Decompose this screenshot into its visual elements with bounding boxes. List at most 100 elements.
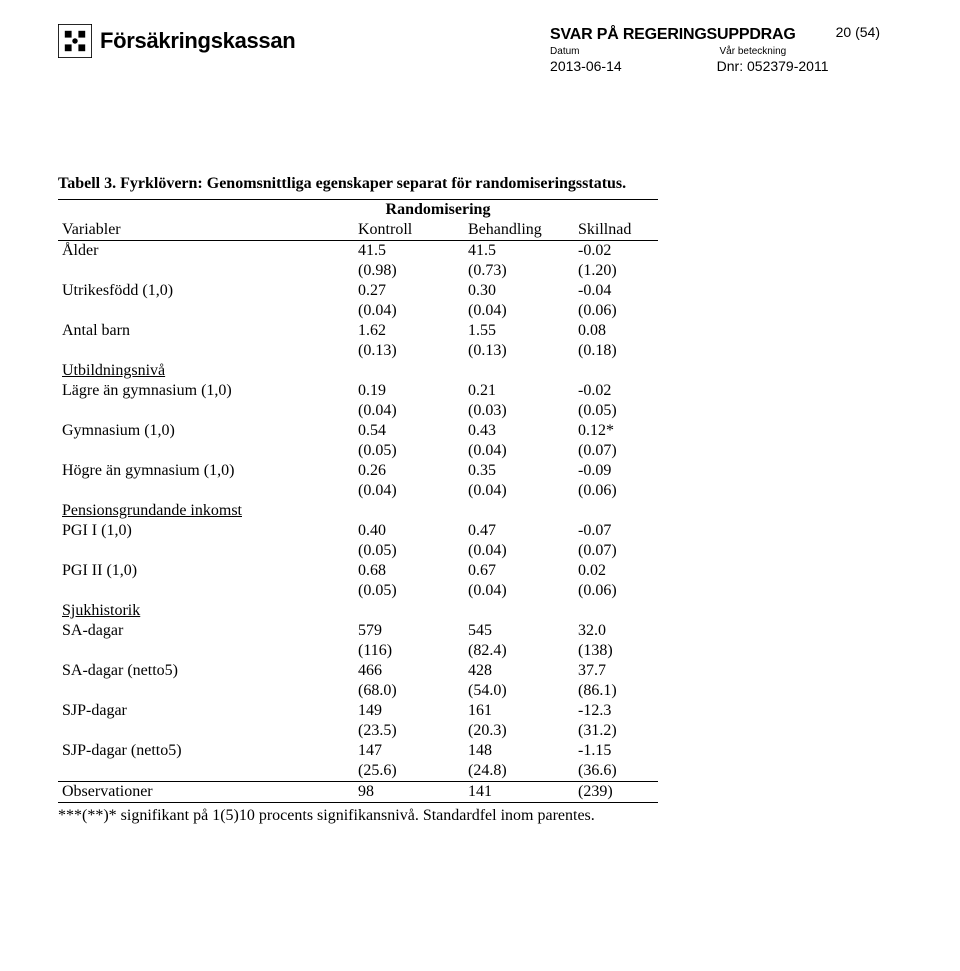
logo-icon [58, 24, 92, 58]
row-value: 0.35 [438, 461, 548, 481]
logo-block: Försäkringskassan [58, 24, 295, 58]
row-se: (23.5) [328, 721, 438, 741]
row-value: 0.30 [438, 281, 548, 301]
row-se-empty [58, 581, 328, 601]
row-label: SA-dagar [58, 621, 328, 641]
row-empty [328, 601, 658, 621]
row-se: (0.04) [328, 401, 438, 421]
obs-v2: (239) [548, 781, 658, 802]
col-variabler: Variabler [58, 220, 328, 241]
content: Tabell 3. Fyrklövern: Genomsnittliga ege… [58, 174, 880, 825]
row-label: Ålder [58, 240, 328, 261]
row-value: 0.19 [328, 381, 438, 401]
row-value: 0.43 [438, 421, 548, 441]
row-empty [328, 361, 658, 381]
row-se-empty [58, 341, 328, 361]
row-value: -0.09 [548, 461, 658, 481]
row-se: (0.06) [548, 581, 658, 601]
row-value: 149 [328, 701, 438, 721]
table-row: Högre än gymnasium (1,0)0.260.35-0.09 [58, 461, 658, 481]
row-se: (0.07) [548, 441, 658, 461]
table-row-se: (0.13)(0.13)(0.18) [58, 341, 658, 361]
row-label: Pensionsgrundande inkomst [58, 501, 328, 521]
table-row-se: (23.5)(20.3)(31.2) [58, 721, 658, 741]
row-se: (1.20) [548, 261, 658, 281]
col-kontroll: Kontroll [328, 220, 438, 241]
randomisering-header: Randomisering [328, 199, 548, 220]
row-se-empty [58, 441, 328, 461]
row-value: -1.15 [548, 741, 658, 761]
row-se: (0.07) [548, 541, 658, 561]
row-se: (0.18) [548, 341, 658, 361]
row-label: Utbildningsnivå [58, 361, 328, 381]
row-value: 0.27 [328, 281, 438, 301]
row-value: -0.04 [548, 281, 658, 301]
row-se: (82.4) [438, 641, 548, 661]
page-number: 20 (54) [836, 24, 880, 44]
row-value: -12.3 [548, 701, 658, 721]
row-label: Gymnasium (1,0) [58, 421, 328, 441]
row-value: 0.12* [548, 421, 658, 441]
row-se: (0.04) [328, 481, 438, 501]
obs-v1: 141 [438, 781, 548, 802]
row-value: 466 [328, 661, 438, 681]
row-label: SA-dagar (netto5) [58, 661, 328, 681]
table-row: SJP-dagar149161-12.3 [58, 701, 658, 721]
row-value: -0.07 [548, 521, 658, 541]
row-value: 579 [328, 621, 438, 641]
row-value: 1.55 [438, 321, 548, 341]
table-footnote: ***(**)* signifikant på 1(5)10 procents … [58, 807, 880, 825]
org-name: Försäkringskassan [100, 28, 295, 54]
row-value: 32.0 [548, 621, 658, 641]
table-row-se: (25.6)(24.8)(36.6) [58, 761, 658, 782]
table-row-se: (0.05)(0.04)(0.07) [58, 441, 658, 461]
row-se: (25.6) [328, 761, 438, 782]
row-se-empty [58, 301, 328, 321]
table-row: PGI II (1,0)0.680.670.02 [58, 561, 658, 581]
row-se: (24.8) [438, 761, 548, 782]
row-se: (0.04) [328, 301, 438, 321]
table-row: Pensionsgrundande inkomst [58, 501, 658, 521]
table-row-se: (0.98)(0.73)(1.20) [58, 261, 658, 281]
table-caption: Tabell 3. Fyrklövern: Genomsnittliga ege… [58, 174, 880, 195]
obs-label: Observationer [58, 781, 328, 802]
table-row: Sjukhistorik [58, 601, 658, 621]
row-value: 0.26 [328, 461, 438, 481]
table-row: Antal barn1.621.550.08 [58, 321, 658, 341]
table-row-se: (0.05)(0.04)(0.06) [58, 581, 658, 601]
table-row: Utrikesfödd (1,0)0.270.30-0.04 [58, 281, 658, 301]
row-se: (0.04) [438, 581, 548, 601]
table-row: Utbildningsnivå [58, 361, 658, 381]
row-label: SJP-dagar (netto5) [58, 741, 328, 761]
table-row-se: (68.0)(54.0)(86.1) [58, 681, 658, 701]
row-se: (0.06) [548, 301, 658, 321]
table-row: SA-dagar (netto5)46642837.7 [58, 661, 658, 681]
col-behandling: Behandling [438, 220, 548, 241]
row-value: 0.40 [328, 521, 438, 541]
row-value: -0.02 [548, 381, 658, 401]
row-value: 0.68 [328, 561, 438, 581]
row-se: (0.04) [438, 481, 548, 501]
row-se: (0.13) [438, 341, 548, 361]
row-label: PGI I (1,0) [58, 521, 328, 541]
row-label: SJP-dagar [58, 701, 328, 721]
row-se-empty [58, 401, 328, 421]
row-value: 148 [438, 741, 548, 761]
row-value: 428 [438, 661, 548, 681]
row-se: (0.05) [328, 441, 438, 461]
row-label: Utrikesfödd (1,0) [58, 281, 328, 301]
row-value: 0.08 [548, 321, 658, 341]
table-row-se: (0.04)(0.03)(0.05) [58, 401, 658, 421]
table-row: PGI I (1,0)0.400.47-0.07 [58, 521, 658, 541]
row-se-empty [58, 681, 328, 701]
table-row: SA-dagar57954532.0 [58, 621, 658, 641]
table-row-se: (116)(82.4)(138) [58, 641, 658, 661]
row-se: (31.2) [548, 721, 658, 741]
row-label: Högre än gymnasium (1,0) [58, 461, 328, 481]
row-value: 147 [328, 741, 438, 761]
row-value: 41.5 [328, 240, 438, 261]
row-se: (68.0) [328, 681, 438, 701]
row-se-empty [58, 761, 328, 782]
table-row-se: (0.05)(0.04)(0.07) [58, 541, 658, 561]
row-se-empty [58, 641, 328, 661]
